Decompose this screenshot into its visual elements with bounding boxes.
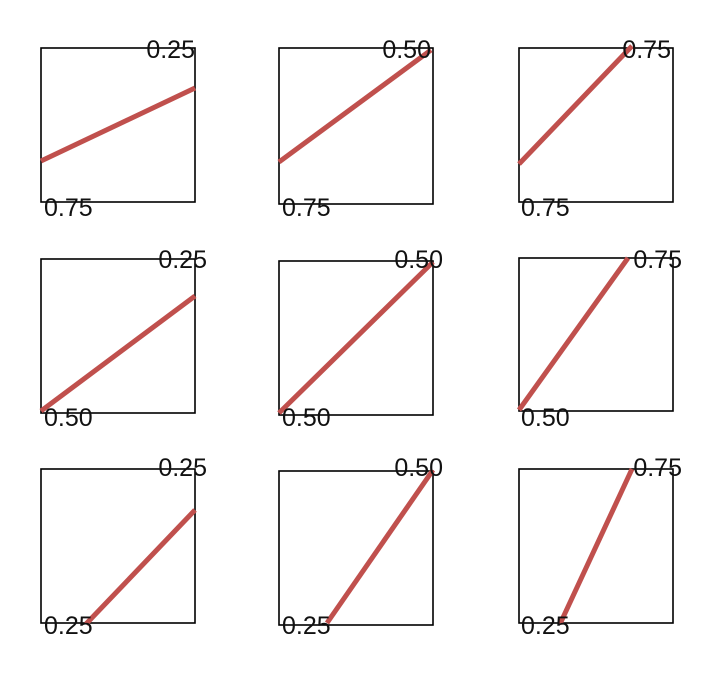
panel-frame [40,468,196,624]
start-label: 0.75 [521,194,570,222]
panel-7: 0.25 0.25 [40,454,207,640]
start-label: 0.75 [282,194,331,222]
start-label: 0.25 [282,612,331,640]
end-label: 0.50 [394,246,443,274]
panel-frame [40,258,196,414]
panel-2: 0.75 0.50 [277,36,434,222]
end-label: 0.75 [633,246,682,274]
panel-line [516,256,631,412]
panel-line [517,44,634,166]
end-label: 0.75 [622,36,671,64]
start-label: 0.50 [521,404,570,432]
end-label: 0.50 [382,36,431,64]
panel-line [324,468,436,625]
start-label: 0.50 [282,404,331,432]
panel-frame [278,470,434,626]
panel-3: 0.75 0.75 [517,36,674,222]
panel-line [277,260,435,415]
end-label: 0.25 [146,36,195,64]
start-label: 0.75 [44,194,93,222]
panel-4: 0.50 0.25 [39,246,207,432]
panel-8: 0.25 0.50 [278,454,443,640]
panel-9: 0.25 0.75 [518,454,682,640]
panel-line [557,467,635,626]
panel-line [84,508,197,626]
panel-line [39,293,197,414]
start-label: 0.25 [521,612,570,640]
end-label: 0.25 [158,246,207,274]
panel-frame [518,257,674,412]
end-label: 0.25 [158,454,207,482]
panel-6: 0.50 0.75 [516,246,682,432]
panel-1: 0.75 0.25 [39,36,197,222]
start-label: 0.25 [44,612,93,640]
panel-5: 0.50 0.50 [277,246,443,432]
panel-line [39,85,197,164]
panel-frame [518,47,674,203]
end-label: 0.75 [633,454,682,482]
panel-line [277,47,433,165]
panel-frame [278,47,434,205]
end-label: 0.50 [394,454,443,482]
start-label: 0.50 [44,404,93,432]
